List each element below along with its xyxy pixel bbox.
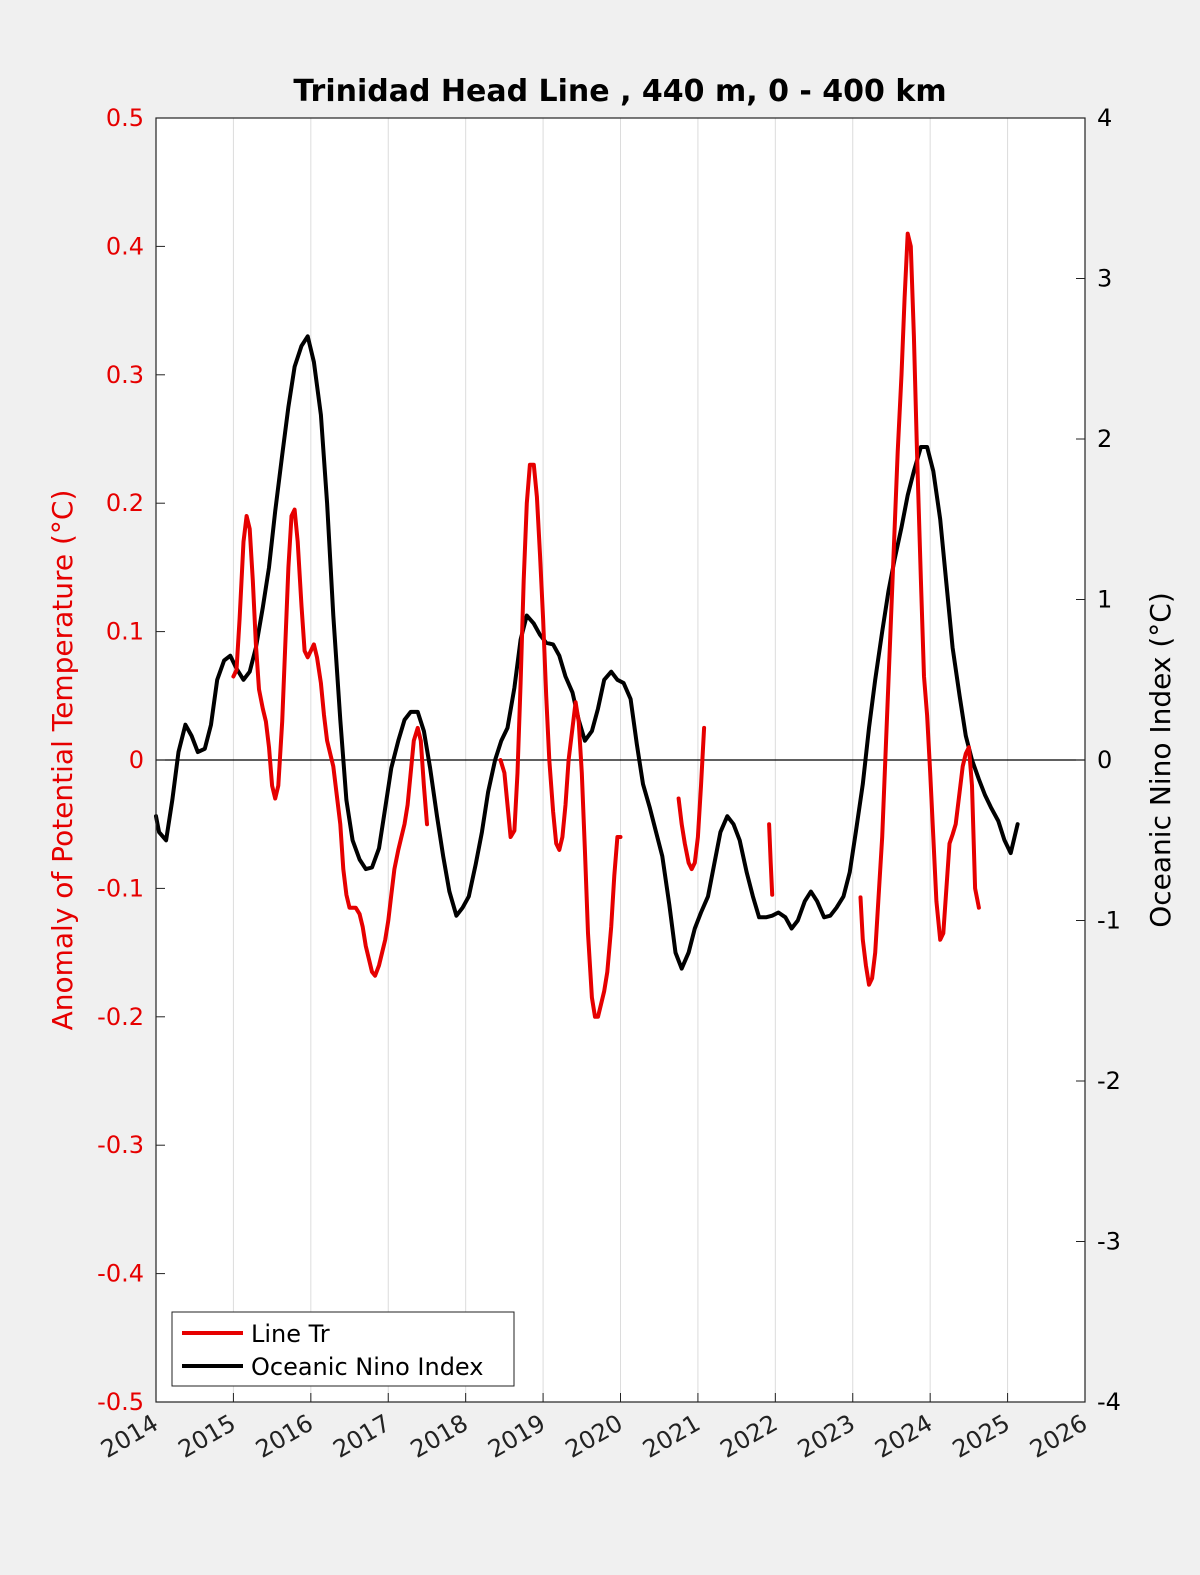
series-line-line-tr [767,822,775,897]
right-tick-label: 3 [1097,265,1112,293]
series-line-line-tr [231,507,429,978]
series-line-line-tr [498,462,623,1019]
left-tick-label: 0.5 [106,104,144,132]
legend-label-line-tr: Line Tr [251,1320,330,1348]
left-tick-label: 0.3 [106,361,144,389]
left-tick-label: 0.1 [106,618,144,646]
left-tick-label: 0.4 [106,232,144,260]
right-tick-label: 0 [1097,746,1112,774]
left-tick-label: -0.2 [97,1003,144,1031]
right-tick-label: 2 [1097,425,1112,453]
left-axis-ticks: 0.5 0.4 0.3 0.2 0.1 0 -0.1 -0.2 -0.3 -0.4 -0.5 [97,104,165,1416]
right-tick-label: -1 [1097,907,1121,935]
series-line-line-tr [676,725,707,872]
left-tick-label: 0 [129,746,144,774]
left-tick-label: -0.3 [97,1131,144,1159]
right-tick-label: -2 [1097,1067,1121,1095]
left-tick-label: 0.2 [106,489,144,517]
left-tick-label: -0.4 [97,1260,144,1288]
left-tick-label: -0.5 [97,1388,144,1416]
right-axis-ticks: 4 3 2 1 0 -1 -2 -3 -4 [1076,104,1121,1416]
series-line-oceanic-nino-index [154,334,1020,971]
right-tick-label: -3 [1097,1228,1121,1256]
right-y-axis-label: Oceanic Nino Index (°C) [1144,592,1177,928]
chart-title: Trinidad Head Line , 440 m, 0 - 400 km [293,74,946,109]
legend-box [171,1311,515,1387]
right-tick-label: -4 [1097,1388,1121,1416]
left-y-axis-label: Anomaly of Potential Temperature (°C) [46,490,79,1031]
left-tick-label: -0.1 [97,874,144,902]
series-layer [154,231,1020,1019]
legend: Line Tr Oceanic Nino Index [171,1311,515,1387]
legend-label-oni: Oceanic Nino Index [251,1353,483,1381]
series-line-line-tr [858,231,981,987]
right-tick-label: 4 [1097,104,1112,132]
right-tick-label: 1 [1097,586,1112,614]
